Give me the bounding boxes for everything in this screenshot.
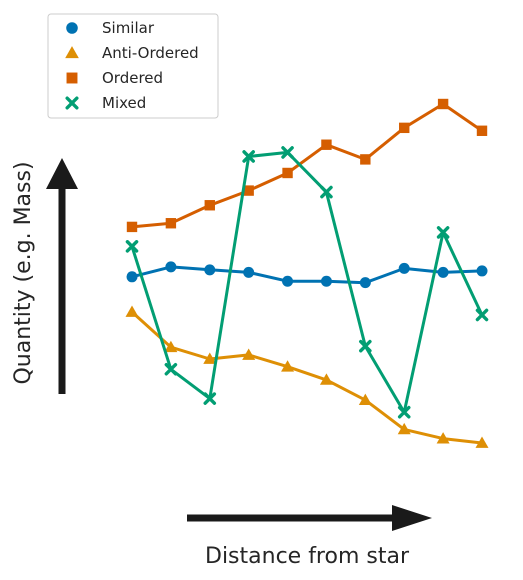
legend-marker-ordered [66, 72, 78, 84]
legend-frame [47, 13, 219, 119]
data-point-mixed [125, 240, 139, 253]
data-point-ordered [126, 221, 138, 233]
legend-label-anti-ordered: Anti-Ordered [102, 44, 199, 62]
data-point-similar [126, 271, 138, 283]
y-axis-label: Quantity (e.g. Mass) [11, 161, 36, 384]
data-point-similar [165, 261, 177, 273]
data-point-similar [282, 275, 294, 287]
x-axis-arrow [187, 505, 432, 531]
data-point-mixed [436, 226, 450, 239]
legend: Similar Anti-Ordered Ordered Mixed [47, 13, 219, 119]
data-point-anti-ordered [436, 432, 450, 444]
data-point-anti-ordered [242, 348, 256, 360]
data-point-ordered [165, 218, 177, 229]
data-point-ordered [476, 125, 488, 136]
legend-entry-ordered: Ordered [66, 69, 163, 87]
data-point-anti-ordered [281, 360, 295, 372]
series-line-similar [130, 265, 484, 285]
data-point-mixed [397, 405, 411, 419]
data-point-similar [243, 266, 255, 278]
data-point-anti-ordered [319, 373, 333, 385]
data-point-mixed [359, 339, 372, 353]
legend-label-similar: Similar [102, 19, 155, 37]
data-point-ordered [282, 167, 293, 179]
data-point-anti-ordered [125, 305, 139, 317]
data-point-mixed [242, 150, 255, 163]
data-point-mixed [320, 185, 333, 199]
data-point-similar [437, 266, 449, 278]
data-point-ordered [399, 122, 410, 134]
data-point-ordered [204, 200, 215, 211]
data-point-mixed [203, 392, 217, 405]
data-point-similar [320, 275, 332, 287]
legend-label-mixed: Mixed [102, 94, 146, 112]
data-point-ordered [321, 139, 332, 150]
data-point-anti-ordered [203, 352, 217, 364]
series-line-mixed [130, 150, 484, 414]
data-point-mixed [164, 362, 178, 376]
series-line-ordered [130, 102, 484, 229]
x-axis-label: Distance from star [205, 544, 410, 569]
y-axis-arrow [46, 158, 78, 394]
data-point-anti-ordered [397, 422, 411, 435]
legend-label-ordered: Ordered [102, 69, 163, 87]
data-point-similar [359, 277, 371, 289]
data-point-similar [204, 264, 216, 276]
data-point-anti-ordered [358, 393, 372, 405]
legend-entry-anti-ordered: Anti-Ordered [65, 44, 199, 62]
series-similar [126, 261, 488, 289]
series-line-anti-ordered [130, 310, 484, 445]
legend-marker-anti-ordered [65, 46, 79, 59]
data-point-similar [476, 265, 488, 277]
data-point-mixed [475, 308, 489, 322]
series-mixed [125, 146, 489, 419]
data-point-anti-ordered [164, 340, 178, 353]
legend-marker-mixed [65, 96, 79, 110]
legend-entry-similar: Similar [66, 19, 155, 37]
data-point-similar [398, 262, 410, 274]
legend-marker-similar [66, 22, 78, 34]
legend-entry-mixed: Mixed [65, 94, 146, 112]
data-point-ordered [437, 98, 449, 110]
plot-area [125, 98, 489, 448]
data-point-mixed [281, 146, 294, 159]
data-point-anti-ordered [475, 436, 489, 448]
series-anti-ordered [125, 305, 489, 448]
data-point-ordered [243, 185, 254, 196]
data-point-ordered [360, 154, 371, 165]
series-ordered [126, 98, 488, 233]
